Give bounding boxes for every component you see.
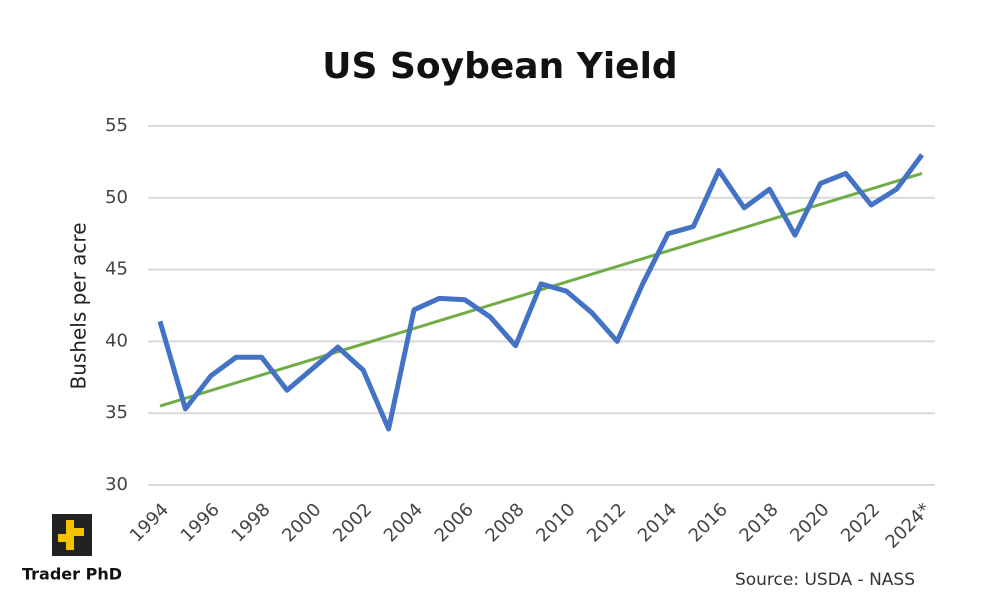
y-tick-label: 50 <box>105 187 128 208</box>
x-tick-label: 2014 <box>634 499 681 546</box>
y-axis-label: Bushels per acre <box>67 222 91 389</box>
logo-mark <box>58 520 84 550</box>
y-tick-label: 40 <box>105 330 128 351</box>
x-tick-label: 1996 <box>177 499 224 546</box>
logo: Trader PhD <box>22 514 122 584</box>
x-tick-label: 2024* <box>881 499 935 553</box>
data-line <box>157 153 925 432</box>
x-tick-label: 1998 <box>227 499 274 546</box>
chart-title: US Soybean Yield <box>322 46 677 87</box>
y-tick-label: 30 <box>105 474 128 495</box>
x-tick-label: 2006 <box>431 499 478 546</box>
x-tick-label: 2020 <box>786 499 833 546</box>
x-tick-label: 2002 <box>329 499 376 546</box>
x-tick-label: 2012 <box>583 499 630 546</box>
y-tick-label: 45 <box>105 259 128 280</box>
x-tick-label: 2000 <box>278 499 325 546</box>
x-tick-label: 2004 <box>380 499 427 546</box>
x-tick-label: 2022 <box>837 499 884 546</box>
x-tick-label: 2016 <box>685 499 732 546</box>
source: Source: USDA - NASS <box>735 570 915 590</box>
y-tick-label: 35 <box>105 402 128 423</box>
x-tick-label: 2008 <box>481 499 528 546</box>
y-tick-label: 55 <box>105 115 128 136</box>
x-tick-label: 1994 <box>126 499 173 546</box>
x-tick-label: 2018 <box>735 499 782 546</box>
x-tick-label: 2010 <box>532 499 579 546</box>
logo-text: Trader PhD <box>22 565 122 584</box>
